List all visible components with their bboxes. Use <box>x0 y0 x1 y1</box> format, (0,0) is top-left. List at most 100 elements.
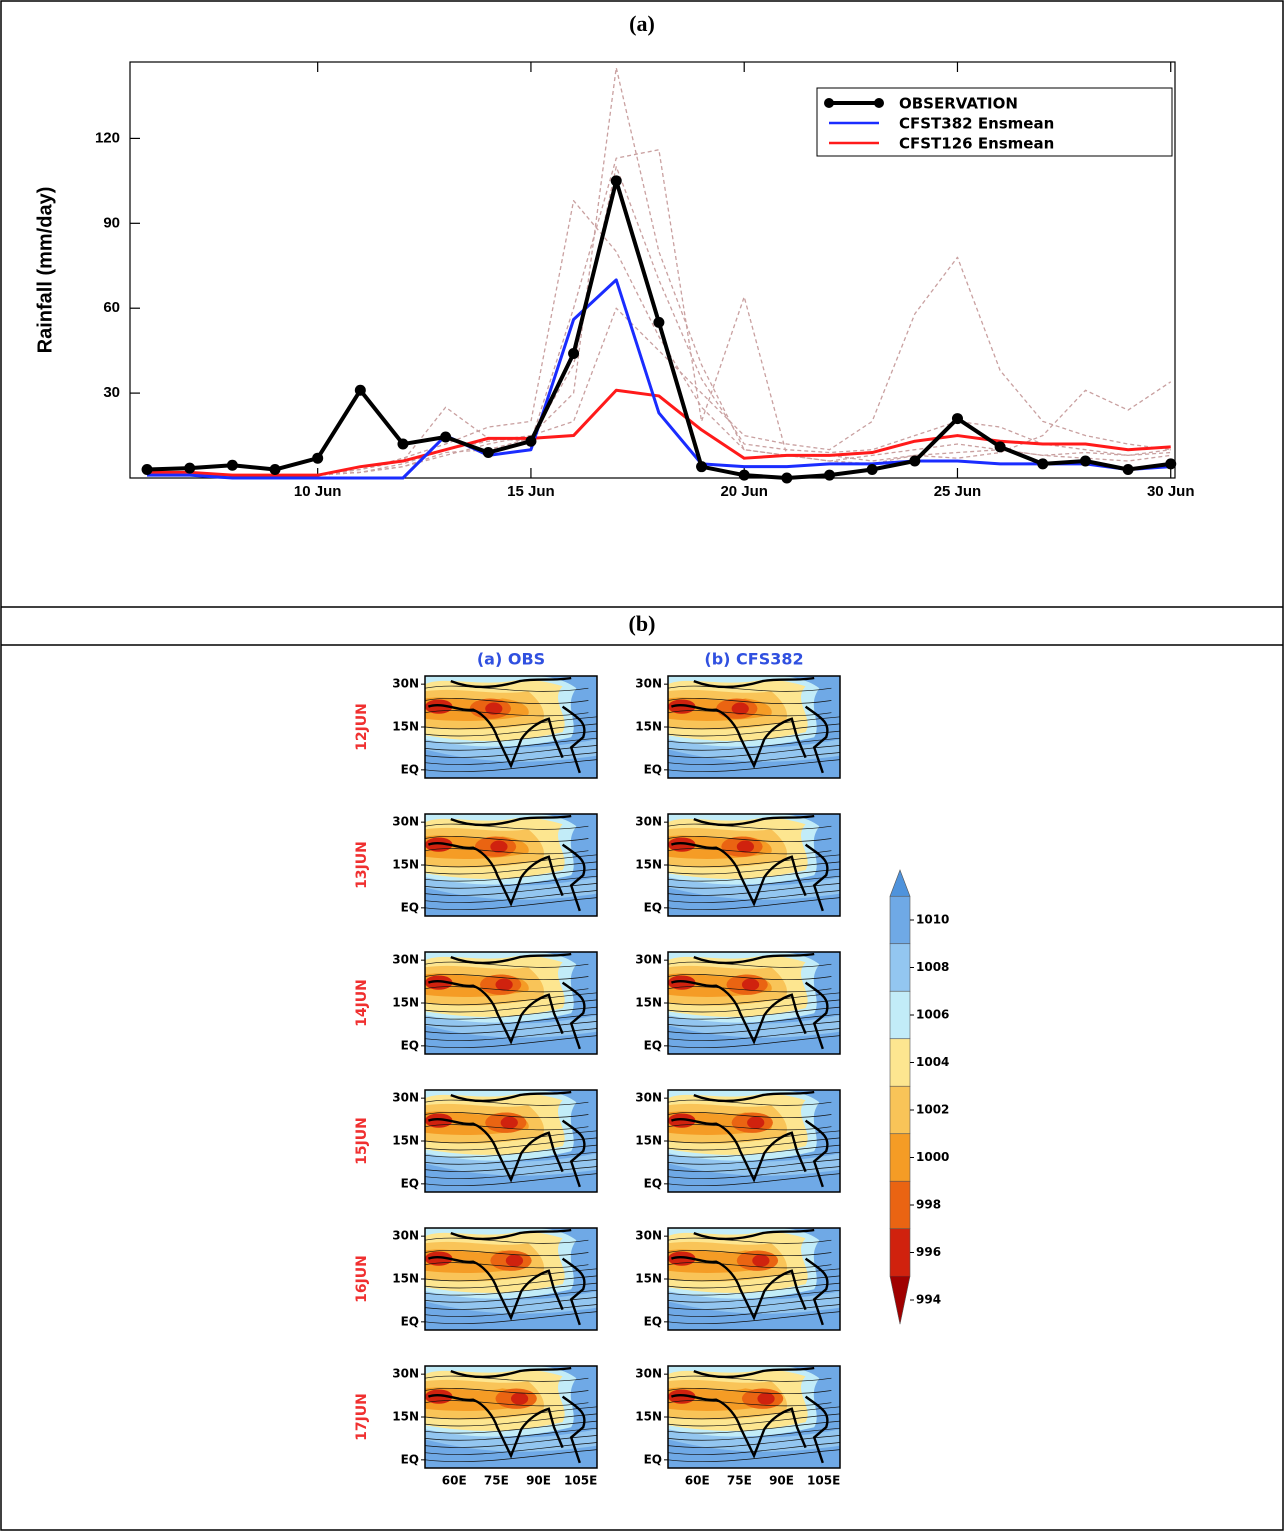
map-region <box>425 732 597 762</box>
streamline <box>424 961 589 968</box>
legend-label: CFST382 Ensmean <box>899 115 1054 133</box>
lat-label: 30N <box>392 815 419 829</box>
streamline <box>424 1237 589 1244</box>
streamline <box>667 1144 841 1158</box>
map-panel <box>667 1089 841 1193</box>
legend-label: OBSERVATION <box>899 95 1018 113</box>
point <box>568 347 580 359</box>
lon-label: 105E <box>807 1474 840 1488</box>
streamline <box>667 1268 841 1282</box>
lat-label: 30N <box>392 1229 419 1243</box>
streamline <box>424 1035 598 1049</box>
coastline <box>670 1366 829 1464</box>
map-low <box>668 975 696 990</box>
streamline <box>667 854 841 868</box>
streamline <box>667 1006 841 1020</box>
colorbar-label: 1010 <box>916 913 949 927</box>
streamline <box>424 1420 598 1434</box>
streamline <box>424 1388 589 1395</box>
streamline <box>667 1013 841 1027</box>
row-label: 17JUN <box>354 1393 370 1441</box>
map-panel <box>667 951 841 1055</box>
streamline <box>667 1282 841 1296</box>
streamline <box>667 1250 832 1257</box>
map-region <box>425 870 597 900</box>
map-low <box>510 1392 529 1405</box>
point <box>1079 455 1091 467</box>
row-label: 15JUN <box>354 1117 370 1165</box>
streamline <box>667 848 832 855</box>
point <box>1037 458 1049 470</box>
streamline <box>424 737 598 751</box>
map-low <box>668 1113 696 1128</box>
map-region <box>425 1008 597 1038</box>
point <box>951 413 963 425</box>
streamline <box>667 1262 832 1269</box>
lon-label: 90E <box>769 1474 794 1488</box>
streamline <box>667 685 832 692</box>
streamline <box>667 710 832 717</box>
streamline <box>667 961 832 968</box>
colorbar-segment <box>889 1228 911 1277</box>
streamline <box>424 1124 589 1131</box>
point <box>141 464 153 476</box>
x-tick-label: 25 Jun <box>934 483 982 500</box>
point <box>909 455 921 467</box>
lat-label: EQ <box>401 1176 419 1190</box>
lat-label: 15N <box>392 1410 419 1424</box>
map-region <box>668 732 840 762</box>
lat-label: 15N <box>392 1272 419 1286</box>
streamline <box>667 999 841 1013</box>
streamline <box>667 716 841 730</box>
colorbar-segment <box>889 943 911 992</box>
streamline <box>424 1400 589 1407</box>
colorbar-segment <box>889 1180 911 1230</box>
lat-label: 15N <box>635 720 662 734</box>
streamline <box>424 1311 598 1325</box>
map-low <box>747 1116 765 1129</box>
streamline <box>424 1013 598 1027</box>
point <box>824 469 836 481</box>
colorbar-label: 996 <box>916 1245 941 1259</box>
lat-label: EQ <box>644 762 662 776</box>
map-low <box>757 1392 775 1405</box>
coastline <box>670 1090 829 1188</box>
colorbar-segment <box>889 1085 911 1135</box>
streamline <box>667 1124 832 1131</box>
streamline <box>667 1130 841 1144</box>
colorbar-label: 994 <box>916 1293 941 1307</box>
streamline <box>424 759 598 773</box>
streamline <box>424 1144 598 1158</box>
streamline <box>667 1375 832 1382</box>
map-panel <box>424 951 598 1055</box>
point <box>653 316 665 328</box>
streamline <box>424 730 598 744</box>
map-low <box>668 1389 696 1404</box>
streamline <box>424 1375 589 1382</box>
lat-label: EQ <box>401 1452 419 1466</box>
streamline <box>667 897 841 911</box>
map-panel <box>424 675 598 779</box>
map-panel <box>667 813 841 917</box>
row-label: 13JUN <box>354 841 370 889</box>
y-tick-label: 90 <box>103 214 120 231</box>
lat-label: 30N <box>635 1367 662 1381</box>
lon-label: 105E <box>564 1474 597 1488</box>
streamline <box>667 1099 832 1106</box>
streamline <box>424 1137 598 1151</box>
point <box>781 472 793 484</box>
lat-label: 15N <box>392 720 419 734</box>
map-low <box>425 1113 453 1128</box>
streamline <box>424 698 589 705</box>
coastline <box>427 676 586 774</box>
point <box>482 447 494 459</box>
colorbar-segment <box>889 990 911 1040</box>
map-region <box>668 1008 840 1038</box>
lat-label: 30N <box>635 953 662 967</box>
streamline <box>667 698 832 705</box>
streamline <box>667 737 841 751</box>
panel-label: (a) <box>629 11 655 36</box>
streamline <box>424 685 589 692</box>
map-low <box>741 978 760 991</box>
